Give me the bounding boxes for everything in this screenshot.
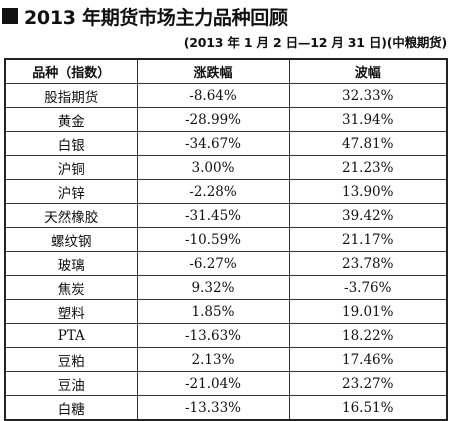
table-body: 股指期货 -8.64% 32.33% 黄金 -28.99% 31.94% 白银 -34.67%… (4, 83, 448, 421)
cell-range: 23.78% (288, 251, 448, 276)
cell-change: 1.85% (136, 299, 290, 324)
cell-change: -13.33% (136, 395, 290, 421)
table-row: 豆粕 2.13% 17.46% (4, 347, 448, 372)
cell-range: 23.27% (288, 371, 448, 396)
cell-range: 31.94% (288, 107, 448, 132)
cell-variety: 白糖 (4, 395, 138, 421)
table-row: 塑料 1.85% 19.01% (4, 299, 448, 324)
cell-range: 39.42% (288, 203, 448, 228)
table-row: 豆油 -21.04% 23.27% (4, 371, 448, 396)
table-row: PTA -13.63% 18.22% (4, 323, 448, 348)
table-row: 沪铜 3.00% 21.23% (4, 155, 448, 180)
cell-variety: 豆油 (4, 371, 138, 396)
cell-variety: 天然橡胶 (4, 203, 138, 228)
table-row: 玻璃 -6.27% 23.78% (4, 251, 448, 276)
header-range: 波幅 (288, 58, 448, 84)
futures-review-table: 品种（指数） 涨跌幅 波幅 股指期货 -8.64% 32.33% 黄金 -28.99% 3… (4, 58, 448, 421)
cell-variety: 股指期货 (4, 83, 138, 108)
cell-range: 21.23% (288, 155, 448, 180)
cell-change: 3.00% (136, 155, 290, 180)
table-row: 白糖 -13.33% 16.51% (4, 395, 448, 421)
cell-change: -28.99% (136, 107, 290, 132)
cell-variety: 沪铜 (4, 155, 138, 180)
header-change: 涨跌幅 (136, 58, 290, 84)
table-row: 股指期货 -8.64% 32.33% (4, 83, 448, 108)
table-row: 螺纹钢 -10.59% 21.17% (4, 227, 448, 252)
cell-variety: PTA (4, 323, 138, 348)
table-row: 黄金 -28.99% 31.94% (4, 107, 448, 132)
cell-variety: 沪锌 (4, 179, 138, 204)
cell-range: 17.46% (288, 347, 448, 372)
cell-change: -6.27% (136, 251, 290, 276)
cell-range: -3.76% (288, 275, 448, 300)
table-row: 白银 -34.67% 47.81% (4, 131, 448, 156)
cell-variety: 螺纹钢 (4, 227, 138, 252)
cell-change: -34.67% (136, 131, 290, 156)
date-range-subtitle: (2013 年 1 月 2 日—12 月 31 日)(中粮期货) (183, 35, 447, 50)
cell-variety: 豆粕 (4, 347, 138, 372)
cell-change: -21.04% (136, 371, 290, 396)
header-variety: 品种（指数） (4, 58, 138, 84)
cell-range: 13.90% (288, 179, 448, 204)
table-row: 沪锌 -2.28% 13.90% (4, 179, 448, 204)
cell-variety: 塑料 (4, 299, 138, 324)
cell-variety: 玻璃 (4, 251, 138, 276)
cell-change: -8.64% (136, 83, 290, 108)
cell-range: 16.51% (288, 395, 448, 421)
title-row: 2013 年期货市场主力品种回顾 (2, 3, 288, 29)
cell-change: -10.59% (136, 227, 290, 252)
page-title: 2013 年期货市场主力品种回顾 (24, 6, 288, 29)
cell-variety: 黄金 (4, 107, 138, 132)
black-square-icon (2, 8, 18, 24)
cell-variety: 焦炭 (4, 275, 138, 300)
cell-change: -13.63% (136, 323, 290, 348)
cell-range: 18.22% (288, 323, 448, 348)
cell-change: 9.32% (136, 275, 290, 300)
cell-range: 19.01% (288, 299, 448, 324)
cell-change: -2.28% (136, 179, 290, 204)
cell-range: 32.33% (288, 83, 448, 108)
cell-variety: 白银 (4, 131, 138, 156)
cell-change: -31.45% (136, 203, 290, 228)
cell-change: 2.13% (136, 347, 290, 372)
table-row: 焦炭 9.32% -3.76% (4, 275, 448, 300)
cell-range: 47.81% (288, 131, 448, 156)
table-row: 天然橡胶 -31.45% 39.42% (4, 203, 448, 228)
cell-range: 21.17% (288, 227, 448, 252)
table-header-row: 品种（指数） 涨跌幅 波幅 (4, 58, 448, 84)
